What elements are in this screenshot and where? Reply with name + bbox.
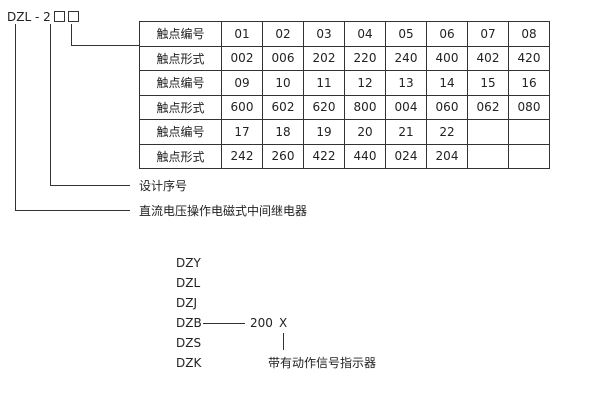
table-cell: 204 [426, 143, 468, 169]
table-cell: 06 [426, 21, 468, 47]
row-label: 触点编号 [139, 119, 222, 145]
row-label: 触点形式 [139, 143, 222, 169]
table-row: 触点编号 17 18 19 20 21 22 [139, 119, 550, 145]
table-cell: 602 [262, 94, 304, 120]
table-cell: 080 [508, 94, 550, 120]
series-item: DZY [176, 256, 201, 270]
table-cell: 15 [467, 70, 509, 96]
row-label: 触点编号 [139, 70, 222, 96]
table-row: 触点编号 01 02 03 04 05 06 07 08 [139, 21, 550, 47]
model-code: DZL - 2 [7, 10, 79, 24]
table-cell: 062 [467, 94, 509, 120]
table-cell: 03 [303, 21, 345, 47]
table-cell: 21 [385, 119, 427, 145]
relay-type-label: 直流电压操作电磁式中间继电器 [139, 204, 308, 218]
table-cell: 05 [385, 21, 427, 47]
table-cell: 13 [385, 70, 427, 96]
design-serial-label: 设计序号 [139, 179, 188, 193]
example-number: 200 [250, 316, 273, 330]
table-cell: 04 [344, 21, 386, 47]
table-cell [508, 143, 550, 169]
table-cell: 19 [303, 119, 345, 145]
series-item: DZJ [176, 296, 197, 310]
model-digit: 2 [43, 10, 51, 24]
connector-line [283, 333, 284, 350]
table-row: 触点形式 600 602 620 800 004 060 062 080 [139, 94, 550, 120]
placeholder-box [67, 11, 79, 22]
table-cell: 620 [303, 94, 345, 120]
table-cell: 16 [508, 70, 550, 96]
connector-line [15, 210, 130, 211]
example-suffix: X [279, 316, 288, 330]
table-cell: 02 [262, 21, 304, 47]
table-cell: 22 [426, 119, 468, 145]
table-cell: 420 [508, 45, 550, 71]
table-cell: 004 [385, 94, 427, 120]
row-label: 触点编号 [139, 21, 222, 47]
table-cell: 002 [221, 45, 263, 71]
table-cell: 402 [467, 45, 509, 71]
table-cell [467, 119, 509, 145]
table-cell [508, 119, 550, 145]
table-cell: 17 [221, 119, 263, 145]
series-item: DZB [176, 316, 202, 330]
table-cell: 09 [221, 70, 263, 96]
model-prefix: DZL [7, 10, 32, 24]
table-cell: 600 [221, 94, 263, 120]
table-cell: 006 [262, 45, 304, 71]
table-cell: 220 [344, 45, 386, 71]
row-label: 触点形式 [139, 94, 222, 120]
table-cell: 202 [303, 45, 345, 71]
connector-line [50, 24, 51, 186]
table-cell: 11 [303, 70, 345, 96]
table-cell: 060 [426, 94, 468, 120]
connector-line [71, 24, 72, 46]
connector-line [15, 24, 16, 211]
table-cell: 20 [344, 119, 386, 145]
table-cell: 422 [303, 143, 345, 169]
placeholder-box [53, 11, 65, 22]
table-cell: 07 [467, 21, 509, 47]
table-cell: 440 [344, 143, 386, 169]
table-cell: 01 [221, 21, 263, 47]
table-cell: 260 [262, 143, 304, 169]
table-cell: 12 [344, 70, 386, 96]
connector-line [71, 45, 139, 46]
contact-table: 触点编号 01 02 03 04 05 06 07 08 触点形式 002 006 202 220 240 4… [139, 21, 550, 169]
table-row: 触点形式 242 260 422 440 024 204 [139, 143, 550, 169]
table-cell: 024 [385, 143, 427, 169]
series-item: DZS [176, 336, 202, 350]
series-item: DZK [176, 356, 202, 370]
table-cell: 08 [508, 21, 550, 47]
table-cell: 800 [344, 94, 386, 120]
table-cell: 240 [385, 45, 427, 71]
table-row: 触点编号 09 10 11 12 13 14 15 16 [139, 70, 550, 96]
connector-line [50, 185, 130, 186]
table-row: 触点形式 002 006 202 220 240 400 402 420 [139, 45, 550, 71]
suffix-note: 带有动作信号指示器 [268, 356, 377, 370]
table-cell: 18 [262, 119, 304, 145]
connector-line [203, 323, 245, 324]
table-cell [467, 143, 509, 169]
table-cell: 10 [262, 70, 304, 96]
table-cell: 400 [426, 45, 468, 71]
row-label: 触点形式 [139, 45, 222, 71]
table-cell: 242 [221, 143, 263, 169]
series-item: DZL [176, 276, 201, 290]
model-dash: - [34, 10, 40, 24]
table-cell: 14 [426, 70, 468, 96]
